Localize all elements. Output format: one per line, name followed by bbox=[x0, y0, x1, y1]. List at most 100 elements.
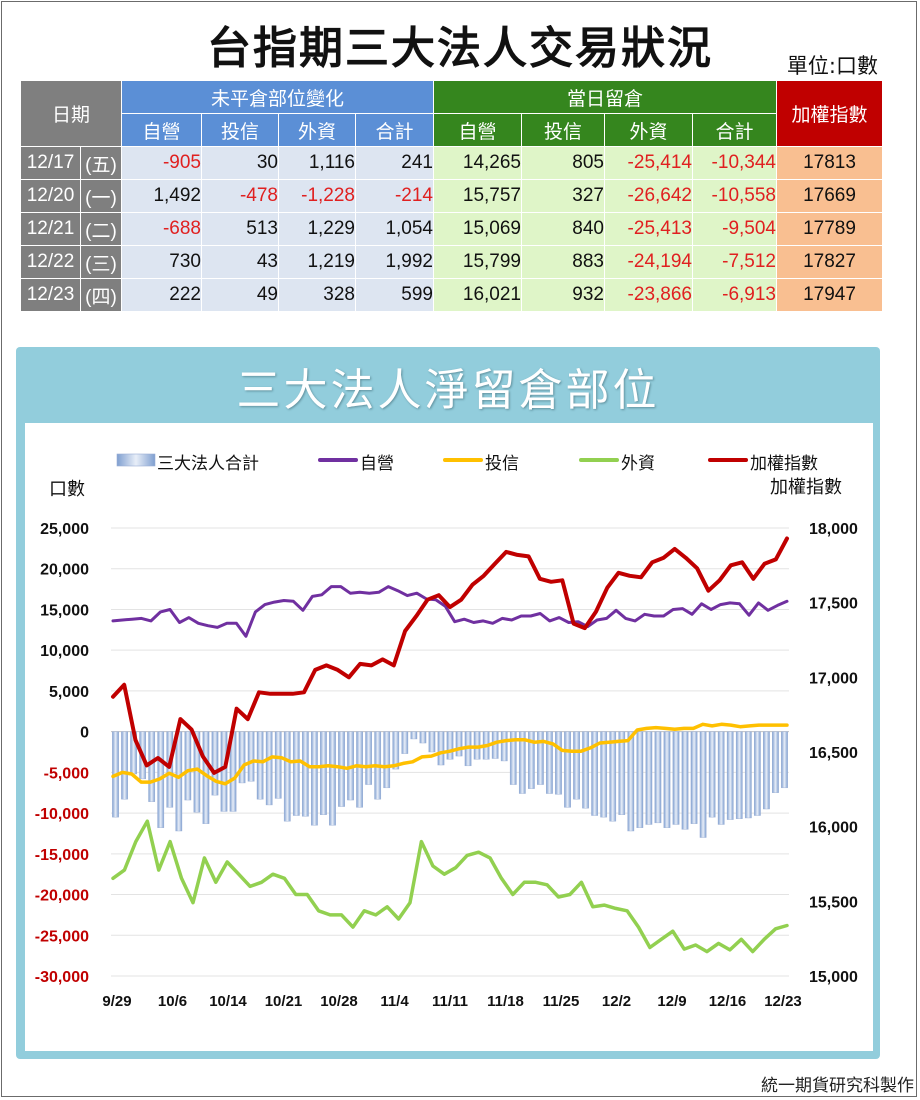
y-tick-label-left: -25,000 bbox=[35, 928, 89, 945]
bar-total bbox=[329, 731, 336, 826]
bar-total bbox=[527, 731, 535, 789]
unit-label: 單位:口數 bbox=[786, 54, 878, 78]
table-cell: -10,344 bbox=[692, 146, 777, 180]
open-change-header: 未平倉部位變化 bbox=[121, 80, 434, 114]
table-cell: 599 bbox=[355, 278, 434, 312]
table-cell: -478 bbox=[201, 179, 279, 213]
table-cell: -905 bbox=[121, 146, 202, 180]
table-cell: 1,219 bbox=[278, 245, 356, 279]
table-cell: 49 bbox=[201, 278, 279, 312]
row-index: 17789 bbox=[776, 212, 883, 246]
bar-total bbox=[283, 731, 291, 822]
row-date: 12/20 bbox=[20, 179, 81, 213]
bar-total bbox=[744, 731, 752, 819]
table-cell: -688 bbox=[121, 212, 202, 246]
table-cell: -23,866 bbox=[604, 278, 693, 312]
bar-total bbox=[455, 731, 463, 757]
bar-total bbox=[609, 731, 617, 822]
sub-header-total: 合計 bbox=[692, 113, 777, 147]
bar-total bbox=[184, 731, 192, 801]
bar-total bbox=[772, 731, 779, 793]
line-加權指數 bbox=[111, 536, 789, 775]
table-row: 12/23 (四) 222 49 328 599 16,021 932 -23,866 -6,91… bbox=[20, 278, 883, 312]
y-tick-label-right: 17,500 bbox=[809, 596, 858, 613]
table-cell: 327 bbox=[521, 179, 605, 213]
sub-header-trust: 投信 bbox=[201, 113, 279, 147]
bar-total bbox=[763, 731, 770, 810]
bar-total bbox=[265, 731, 273, 806]
table-cell: -26,642 bbox=[604, 179, 693, 213]
x-tick-label: 10/6 bbox=[158, 993, 187, 1010]
bar-total bbox=[573, 731, 580, 800]
bar-total bbox=[320, 731, 327, 815]
table-cell: 1,229 bbox=[278, 212, 356, 246]
row-weekday: (五) bbox=[80, 146, 122, 180]
bar-total bbox=[401, 731, 409, 754]
table-cell: -10,558 bbox=[692, 179, 777, 213]
bar-total bbox=[537, 731, 544, 785]
y-tick-label-right: 15,500 bbox=[809, 894, 858, 911]
bar-total bbox=[753, 731, 761, 816]
table-cell: 15,799 bbox=[433, 245, 522, 279]
legend-label: 三大法人合計 bbox=[157, 454, 259, 473]
x-tick-label: 12/16 bbox=[709, 993, 747, 1010]
bar-total bbox=[654, 731, 662, 824]
y-tick-label-left: 15,000 bbox=[40, 602, 89, 619]
legend-swatch-bar bbox=[116, 453, 156, 467]
bar-total bbox=[274, 731, 282, 799]
bar-total bbox=[500, 731, 508, 762]
table-cell: 840 bbox=[521, 212, 605, 246]
row-date: 12/21 bbox=[20, 212, 81, 246]
table-cell: -24,194 bbox=[604, 245, 693, 279]
bar-total bbox=[301, 731, 309, 817]
row-date: 12/17 bbox=[20, 146, 81, 180]
line-投信 bbox=[111, 722, 789, 786]
x-tick-label: 12/9 bbox=[657, 993, 686, 1010]
y-tick-label-left: 20,000 bbox=[40, 562, 89, 579]
bar-total bbox=[546, 731, 553, 794]
x-tick-label: 10/14 bbox=[209, 993, 247, 1010]
table-cell: 730 bbox=[121, 245, 202, 279]
row-weekday: (一) bbox=[80, 179, 122, 213]
table-cell: -9,504 bbox=[692, 212, 777, 246]
x-tick-label: 12/23 bbox=[764, 993, 802, 1010]
bar-total bbox=[211, 731, 219, 796]
table-cell: 15,757 bbox=[433, 179, 522, 213]
table-cell: 14,265 bbox=[433, 146, 522, 180]
credit-text: 統一期貨研究科製作 bbox=[761, 1076, 914, 1096]
x-tick-label: 10/21 bbox=[265, 993, 303, 1010]
bar-total bbox=[555, 731, 562, 795]
bar-total bbox=[781, 731, 788, 789]
bar-total bbox=[690, 731, 698, 824]
y-tick-label-left: -5,000 bbox=[44, 765, 89, 782]
y-tick-label-left: -20,000 bbox=[35, 888, 89, 905]
table-cell: 43 bbox=[201, 245, 279, 279]
bar-total bbox=[672, 731, 680, 825]
legend-label: 投信 bbox=[485, 454, 519, 473]
bar-total bbox=[681, 731, 689, 830]
table-row: 12/22 (三) 730 43 1,219 1,992 15,799 883 -24,194-… bbox=[20, 245, 883, 279]
bar-total bbox=[564, 731, 571, 808]
y-axis-label-left: 口數 bbox=[49, 479, 85, 499]
table-cell: -25,414 bbox=[604, 146, 693, 180]
legend-label: 加權指數 bbox=[750, 454, 818, 473]
bar-total bbox=[708, 731, 716, 818]
sub-header-foreign: 外資 bbox=[604, 113, 693, 147]
bar-total bbox=[437, 731, 445, 766]
bar-total bbox=[428, 731, 436, 753]
row-weekday: (三) bbox=[80, 245, 122, 279]
table-cell: 1,992 bbox=[355, 245, 434, 279]
bar-total bbox=[591, 731, 599, 816]
bar-total bbox=[311, 731, 318, 826]
line-外資 bbox=[111, 819, 789, 954]
table-cell: 222 bbox=[121, 278, 202, 312]
bar-total bbox=[618, 731, 626, 815]
table-cell: 1,492 bbox=[121, 179, 202, 213]
sub-header-trust: 投信 bbox=[521, 113, 605, 147]
row-weekday: (四) bbox=[80, 278, 122, 312]
y-axis-label-right: 加權指數 bbox=[770, 477, 842, 497]
row-index: 17947 bbox=[776, 278, 883, 312]
bar-total bbox=[419, 731, 427, 744]
table-cell: 883 bbox=[521, 245, 605, 279]
chart-title: 三大法人淨留倉部位 bbox=[236, 365, 660, 416]
